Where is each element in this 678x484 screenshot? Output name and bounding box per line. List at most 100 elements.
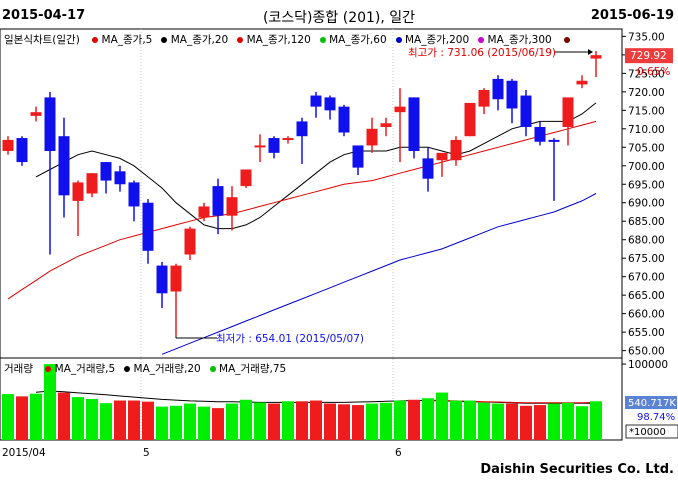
- volume-bar-up: [464, 400, 476, 440]
- price-legend-swatch: [92, 37, 99, 43]
- price-legend-swatch: [319, 37, 326, 43]
- x-axis-label: 6: [395, 447, 402, 459]
- volume-bar-down: [268, 403, 280, 440]
- gridlines: [140, 29, 394, 440]
- volume-bar-up: [478, 402, 490, 440]
- price-tick-label: 715.00: [628, 105, 665, 117]
- candle-down: [268, 138, 280, 153]
- volume-bar-up: [156, 406, 168, 440]
- price-tick-label: 665.00: [628, 290, 665, 302]
- volume-bar-down: [128, 400, 140, 440]
- price-legend-label: MA_종가,120: [246, 34, 311, 46]
- last-price-box: [625, 48, 673, 64]
- volume-bar-up: [282, 401, 294, 440]
- price-legend-item: MA_종가,120: [234, 32, 311, 47]
- price-tick-label: 720.00: [628, 87, 665, 99]
- volume-bar-up: [226, 403, 238, 440]
- volume-bar-down: [534, 405, 546, 440]
- candle-down: [44, 97, 56, 151]
- max-price-label: 최고가 : 731.06 (2015/06/19): [408, 47, 556, 59]
- candle-down: [492, 78, 504, 100]
- price-tick-label: 650.00: [628, 346, 665, 358]
- volume-bar-up: [380, 402, 392, 440]
- x-axis-label: 5: [143, 447, 150, 459]
- max-price-arrowhead: [588, 49, 593, 55]
- candle-down: [352, 145, 364, 168]
- price-legend-item: MA_종가,5: [89, 32, 152, 47]
- candle-down: [506, 80, 518, 109]
- candle-up: [240, 169, 252, 187]
- volume-bar-up: [548, 403, 560, 440]
- price-legend-label: MA_종가,5: [101, 34, 153, 46]
- candle-down: [310, 95, 322, 107]
- volume-bar-down: [408, 399, 420, 440]
- volume-bar-down: [352, 405, 364, 440]
- price-legend-label: 일본식차트(일간): [4, 34, 80, 46]
- candle-up: [226, 197, 238, 216]
- volume-bar-up: [562, 402, 574, 440]
- volume-bar-down: [142, 401, 154, 440]
- volume-bar-up: [72, 397, 84, 440]
- volume-bar-up: [254, 402, 266, 440]
- candle-up: [562, 97, 574, 127]
- volume-bar-up: [240, 399, 252, 440]
- volume-legend-item: MA_거래량,20: [121, 361, 201, 376]
- price-legend-swatch: [237, 37, 244, 43]
- candle-down: [520, 95, 532, 127]
- candle-down: [212, 186, 224, 216]
- volume-bar-down: [520, 405, 532, 440]
- volume-bar-up: [576, 406, 588, 440]
- volume-bar-up: [492, 403, 504, 440]
- candle-down: [100, 162, 112, 181]
- volume-bar-up: [44, 364, 56, 440]
- price-axis: 650.00 655.00 660.00 665.00 670.00 675.00 680.…: [622, 31, 665, 358]
- candle-up: [394, 106, 406, 113]
- candle-up: [86, 173, 98, 194]
- volume-legend-item: MA_거래량,5: [42, 361, 115, 376]
- volume-legend-swatch: [124, 366, 131, 372]
- candle-up: [464, 102, 476, 137]
- price-tick-label: 660.00: [628, 309, 665, 321]
- price-legend-label: MA_종가,60: [329, 34, 387, 46]
- price-legend-label: MA_종가,20: [170, 34, 229, 46]
- price-legend-swatch: [478, 37, 485, 43]
- price-legend-items: MA_종가,5 MA_종가,20 MA_종가,120 MA_종가,60 MA_종…: [89, 34, 558, 46]
- price-legend-label: MA_종가,200: [404, 34, 470, 46]
- candle-up: [366, 128, 378, 146]
- volume-bar-up: [170, 405, 182, 440]
- volume-unit-box: [625, 424, 678, 439]
- volume-pct-label: 98.74%: [637, 412, 675, 423]
- start-date: 2015-04-17: [2, 8, 86, 23]
- volume-bar-up: [450, 400, 462, 440]
- volume-bar-down: [212, 408, 224, 440]
- volume-legend-label: 거래량: [4, 363, 33, 375]
- volume-bar-up: [198, 406, 210, 440]
- legend-end-marker: [564, 37, 571, 43]
- price-tick-label: 700.00: [628, 161, 665, 173]
- candle-up: [72, 182, 84, 201]
- volume-bar-up: [86, 399, 98, 440]
- candle-down: [338, 106, 350, 133]
- ma-line: [35, 102, 597, 230]
- volume-tick-label: 100000: [628, 359, 668, 371]
- x-axis: 2015/04 5 6: [2, 447, 402, 459]
- footer-brand: Daishin Securities Co. Ltd.: [480, 462, 674, 477]
- moving-average-lines: [7, 102, 597, 355]
- candle-up: [590, 55, 602, 59]
- price-tick-label: 655.00: [628, 327, 665, 339]
- price-legend-item: MA_종가,300: [475, 32, 552, 47]
- annotations: 최고가 : 731.06 (2015/06/19) 최저가 : 654.01 (2…: [175, 47, 677, 423]
- price-tick-label: 725.00: [628, 68, 665, 80]
- volume-bar-down: [114, 400, 126, 440]
- candle-down: [408, 97, 420, 151]
- volume-bars: [2, 364, 602, 440]
- price-legend-item: MA_종가,60: [317, 32, 387, 47]
- price-legend-swatch: [161, 37, 168, 43]
- candle-down: [128, 182, 140, 207]
- candle-up: [450, 139, 462, 161]
- price-legend-swatch: [395, 37, 402, 43]
- candle-up: [170, 265, 182, 292]
- ma-line: [161, 193, 597, 355]
- candle-up: [184, 228, 196, 255]
